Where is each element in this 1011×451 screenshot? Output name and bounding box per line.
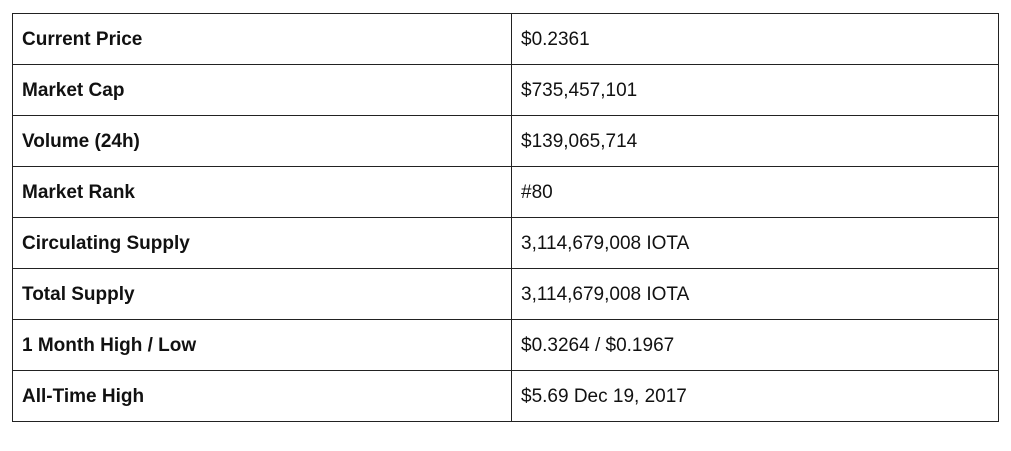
table-row-1-month-high-low: 1 Month High / Low $0.3264 / $0.1967 (12, 319, 999, 371)
row-value: $139,065,714 (511, 115, 999, 167)
row-value: 3,114,679,008 IOTA (511, 217, 999, 269)
table-row-total-supply: Total Supply 3,114,679,008 IOTA (12, 268, 999, 320)
table-row-all-time-high: All-Time High $5.69 Dec 19, 2017 (12, 370, 999, 422)
stats-table-body: Current Price $0.2361 Market Cap $735,45… (12, 13, 999, 422)
table-row-circulating-supply: Circulating Supply 3,114,679,008 IOTA (12, 217, 999, 269)
table-row-current-price: Current Price $0.2361 (12, 13, 999, 65)
row-label: Total Supply (12, 268, 512, 320)
row-value: $5.69 Dec 19, 2017 (511, 370, 999, 422)
row-label: All-Time High (12, 370, 512, 422)
row-value: #80 (511, 166, 999, 218)
table-row-market-rank: Market Rank #80 (12, 166, 999, 218)
row-label: Current Price (12, 13, 512, 65)
row-label: Market Cap (12, 64, 512, 116)
crypto-stats-table: Current Price $0.2361 Market Cap $735,45… (12, 13, 999, 422)
row-label: Volume (24h) (12, 115, 512, 167)
row-value: 3,114,679,008 IOTA (511, 268, 999, 320)
table-row-volume-24h: Volume (24h) $139,065,714 (12, 115, 999, 167)
row-label: Circulating Supply (12, 217, 512, 269)
row-value: $0.2361 (511, 13, 999, 65)
row-value: $0.3264 / $0.1967 (511, 319, 999, 371)
row-value: $735,457,101 (511, 64, 999, 116)
row-label: Market Rank (12, 166, 512, 218)
table-row-market-cap: Market Cap $735,457,101 (12, 64, 999, 116)
row-label: 1 Month High / Low (12, 319, 512, 371)
